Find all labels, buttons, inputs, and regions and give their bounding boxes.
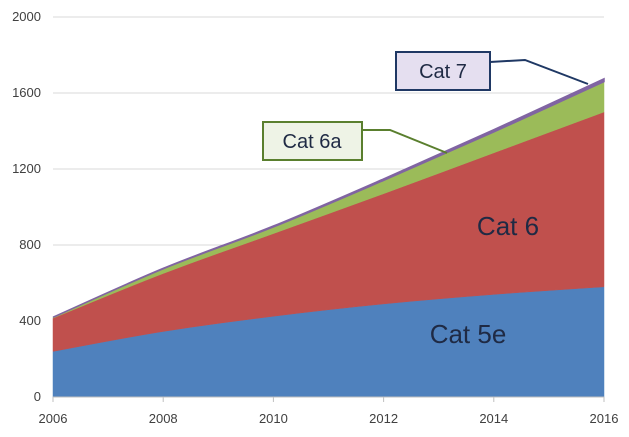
x-tick-label: 2008 [149, 411, 178, 426]
y-tick-label: 0 [34, 389, 41, 404]
series-labels: Cat 5e Cat 6 [430, 211, 539, 349]
x-axis-tick-labels: 2006 2008 2010 2012 2014 2016 [39, 411, 619, 426]
callout-box-cat6a [262, 121, 363, 161]
series-label-cat6: Cat 6 [477, 211, 539, 241]
callouts: Cat 7 Cat 6a [262, 51, 589, 161]
callout-label-cat7: Cat 7 [419, 61, 467, 83]
y-tick-label: 400 [19, 313, 41, 328]
x-tick-label: 2012 [369, 411, 398, 426]
x-tick-label: 2014 [479, 411, 508, 426]
callout-leader-cat7 [489, 58, 589, 85]
y-tick-label: 1600 [12, 85, 41, 100]
callout-box-cat7 [395, 51, 491, 91]
series-label-cat5e: Cat 5e [430, 319, 507, 349]
x-tick-label: 2016 [590, 411, 619, 426]
y-axis-tick-labels: 0 400 800 1200 1600 2000 [12, 9, 41, 404]
area-series [52, 77, 605, 398]
callout-leader-cat6a [362, 129, 448, 154]
x-tick-label: 2006 [39, 411, 68, 426]
callout-label-cat6a: Cat 6a [283, 131, 343, 153]
x-tick-label: 2010 [259, 411, 288, 426]
y-tick-label: 2000 [12, 9, 41, 24]
axes [52, 396, 605, 402]
y-tick-label: 1200 [12, 161, 41, 176]
area-cat7 [52, 77, 605, 318]
y-tick-label: 800 [19, 237, 41, 252]
